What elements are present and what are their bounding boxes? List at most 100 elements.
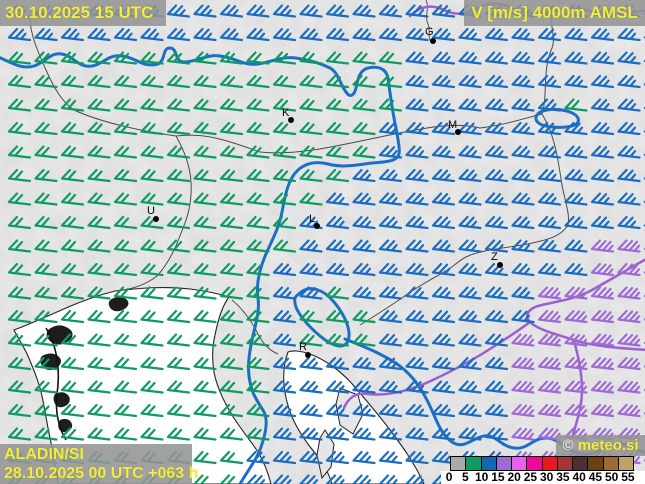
wind-barb — [87, 262, 111, 277]
legend-swatch — [480, 456, 497, 471]
wind-barb — [590, 98, 615, 112]
wind-barb — [140, 403, 164, 418]
wind-barb — [140, 74, 164, 89]
wind-barb — [272, 121, 297, 136]
wind-barb — [219, 168, 244, 183]
wind-barb — [378, 427, 403, 441]
wind-barb — [378, 333, 403, 347]
wind-barb — [219, 215, 244, 230]
wind-barb — [7, 380, 32, 394]
wind-barb — [113, 427, 138, 441]
wind-barb — [564, 239, 588, 253]
wind-barb — [272, 356, 297, 371]
wind-barb — [219, 121, 244, 136]
wind-barb — [193, 333, 217, 347]
wind-barb — [431, 262, 456, 277]
wind-barb — [405, 239, 429, 253]
wind-barb — [193, 380, 217, 394]
wind-barb — [166, 333, 191, 347]
wind-barb — [458, 286, 482, 300]
wind-barb — [537, 286, 562, 300]
wind-barb — [87, 356, 111, 371]
wind-barb — [564, 309, 588, 324]
wind-barb — [7, 427, 32, 441]
wind-barb — [113, 380, 138, 394]
wind-barb — [617, 145, 641, 159]
wind-barb — [564, 215, 588, 230]
wind-barb — [511, 333, 535, 347]
wind-barb — [299, 27, 323, 42]
wind-barb — [352, 403, 376, 418]
wind-barb — [272, 474, 292, 484]
wind-barb — [564, 98, 588, 112]
wind-barb — [617, 215, 641, 230]
legend-value: 50 — [604, 470, 619, 484]
wind-barb — [7, 239, 32, 253]
wind-barb — [378, 4, 403, 18]
wind-barb — [299, 51, 323, 65]
wind-barb — [140, 192, 164, 206]
wind-barb — [511, 74, 535, 89]
wind-barb — [431, 403, 456, 418]
wind-barb — [590, 333, 615, 347]
wind-barb — [431, 427, 456, 441]
wind-barb — [113, 74, 138, 89]
wind-barb — [34, 51, 58, 65]
wind-barb — [113, 262, 138, 277]
wind-barb — [511, 215, 535, 230]
city-dot — [430, 38, 436, 44]
wind-barb — [617, 262, 641, 277]
legend-swatch — [602, 456, 619, 471]
legend-value: 10 — [474, 470, 489, 484]
wind-barb — [431, 192, 456, 206]
wind-barb — [272, 98, 297, 112]
wind-barb — [193, 51, 217, 65]
wind-barb — [325, 239, 350, 253]
wind-barb — [113, 333, 138, 347]
wind-barb — [511, 356, 535, 371]
wind-barb — [34, 309, 58, 324]
wind-barb — [378, 192, 403, 206]
wind-barb — [272, 380, 297, 394]
wind-barb — [219, 74, 244, 89]
wind-barb — [166, 262, 191, 277]
wind-barb — [564, 380, 588, 394]
wind-barb — [325, 427, 350, 441]
wind-barb — [458, 51, 482, 65]
wind-barb — [246, 98, 270, 112]
legend-value: 25 — [523, 470, 538, 484]
wind-barb — [87, 403, 111, 418]
wind-barb — [140, 121, 164, 136]
wind-barb — [87, 27, 111, 42]
wind-barb — [352, 427, 376, 441]
wind-barb — [537, 215, 562, 230]
wind-barb — [60, 403, 85, 418]
wind-barb — [431, 27, 456, 42]
wind-barb — [272, 27, 297, 42]
wind-barb — [7, 121, 32, 136]
wind-barb — [405, 333, 429, 347]
wind-barb — [219, 403, 244, 418]
wind-barb — [484, 27, 509, 42]
wind-barb — [325, 262, 350, 277]
wind-barb — [113, 27, 138, 42]
wind-barb-field — [7, 4, 645, 484]
wind-barb — [484, 356, 509, 371]
wind-barb — [617, 74, 641, 89]
wind-barb — [113, 356, 138, 371]
wind-barb — [246, 145, 270, 159]
wind-barb — [193, 98, 217, 112]
wind-barb — [431, 474, 451, 484]
wind-barb — [617, 380, 641, 394]
wind-barb — [325, 98, 350, 112]
wind-barb — [325, 74, 350, 89]
wind-barb — [140, 333, 164, 347]
wind-barb — [193, 427, 217, 441]
wind-barb — [590, 403, 615, 418]
wind-barb — [7, 98, 32, 112]
wind-barb — [537, 98, 562, 112]
wind-barb — [405, 4, 429, 18]
wind-barb — [87, 239, 111, 253]
wind-barb — [405, 286, 429, 300]
wind-barb — [458, 309, 482, 324]
